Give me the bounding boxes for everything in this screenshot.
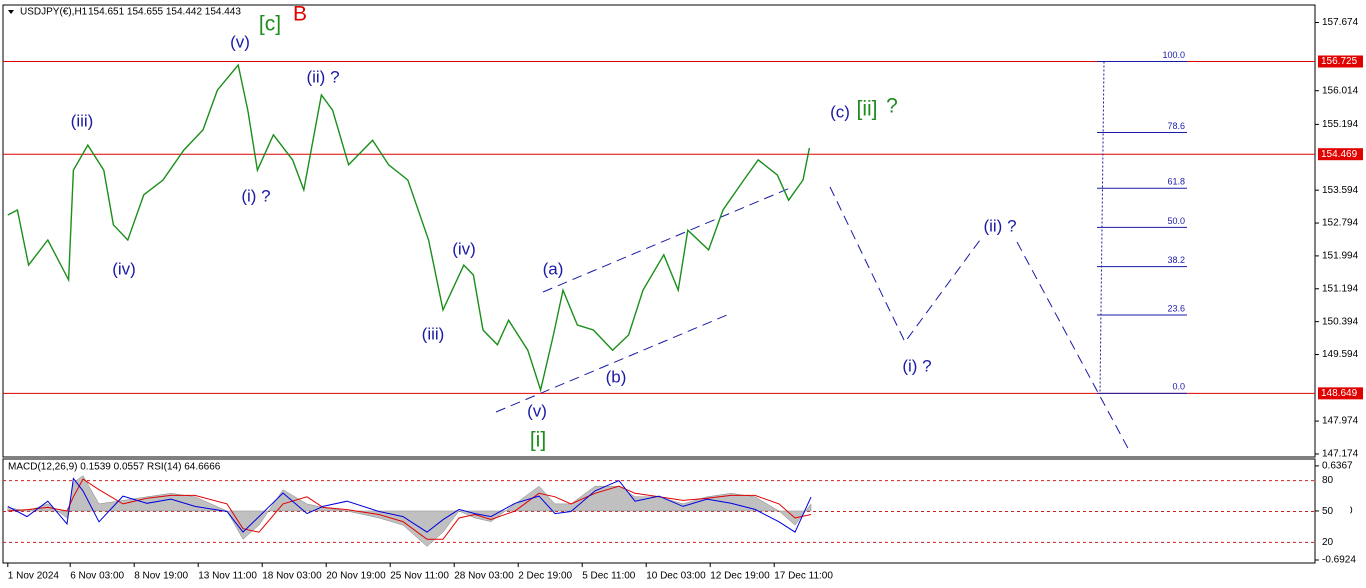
menu-icon[interactable]: [8, 10, 14, 14]
macd-histogram: [7, 475, 812, 547]
fib-label: 23.6: [1167, 303, 1185, 313]
wave-label: B: [293, 3, 307, 26]
y2-tick-label: 0.6367: [1322, 461, 1353, 472]
y-tick-label: 147.974: [1322, 416, 1359, 427]
x-tick-label: 13 Nov 11:00: [198, 571, 257, 582]
level-label: 154.469: [1321, 149, 1358, 160]
y-tick-label: 20: [1322, 537, 1334, 548]
indicator-title: MACD(12,26,9) 0.1539 0.0557 RSI(14) 64.6…: [8, 462, 221, 473]
fib-label: 50.0: [1167, 216, 1185, 226]
main-frame: [2, 4, 1316, 458]
y-tick-label: 80: [1322, 475, 1334, 486]
channel-line: [495, 314, 728, 413]
projection: [1016, 241, 1131, 453]
fib-label: 61.8: [1167, 177, 1185, 187]
wave-label: (c): [830, 102, 850, 121]
wave-label: (v): [527, 401, 547, 420]
x-tick-label: 2 Dec 19:00: [518, 571, 572, 582]
x-tick-label: 10 Dec 03:00: [646, 571, 706, 582]
wave-label: (iv): [112, 259, 136, 278]
x-tick-label: 28 Nov 03:00: [454, 571, 514, 582]
tick-bg: [1320, 474, 1350, 487]
wave-label: [i]: [530, 429, 546, 452]
wave-label: (i) ?: [241, 186, 270, 205]
tick-bg: [1320, 536, 1350, 549]
wave-label: (iv): [452, 239, 476, 258]
wave-label: (a): [543, 259, 564, 278]
wave-label: (iii): [71, 111, 94, 130]
tick-bg: [1320, 505, 1350, 518]
y-tick-label: 151.194: [1322, 283, 1359, 294]
y-tick-label: 150.394: [1322, 316, 1359, 327]
x-tick-label: 1 Nov 2024: [8, 571, 60, 582]
y-tick-label: 152.794: [1322, 218, 1359, 229]
indicator-line: [7, 477, 812, 533]
ohlc: 154.651 154.655 154.442 154.443: [88, 7, 241, 18]
projection: [829, 186, 981, 343]
wave-label: (i) ?: [902, 356, 931, 375]
x-tick-label: 25 Nov 11:00: [390, 571, 449, 582]
y-tick-label: 155.194: [1322, 119, 1359, 130]
x-tick-label: 6 Nov 03:00: [70, 571, 124, 582]
y-tick-label: 50: [1322, 506, 1334, 517]
x-tick-label: 18 Nov 03:00: [262, 571, 322, 582]
channel-line: [542, 187, 791, 293]
fib-label: 78.6: [1167, 121, 1185, 131]
wave-label: (iii): [422, 324, 445, 343]
wave-label: (b): [606, 367, 627, 386]
fib-label: 0.0: [1172, 382, 1185, 392]
level-label: 156.725: [1321, 56, 1358, 67]
fib-label: 100.0: [1162, 50, 1185, 60]
drawings: [495, 186, 1131, 453]
x-tick-label: 12 Dec 19:00: [710, 571, 770, 582]
y-tick-label: 153.594: [1322, 185, 1359, 196]
y-tick-label: 151.994: [1322, 251, 1359, 262]
y2-tick-label: -0.6924: [1322, 555, 1356, 566]
x-tick-label: 8 Nov 19:00: [134, 571, 188, 582]
indicator-line: [7, 478, 812, 540]
y-tick-label: 156.014: [1322, 85, 1359, 96]
x-tick-label: 5 Dec 11:00: [582, 571, 636, 582]
y-tick-label: 157.674: [1322, 17, 1359, 28]
price-line: [7, 63, 811, 393]
y-tick-label: 147.174: [1322, 449, 1359, 460]
level-label: 148.649: [1321, 388, 1358, 399]
wave-label: [c]: [259, 13, 281, 36]
x-tick-label: 17 Dec 11:00: [774, 571, 833, 582]
wave-label: ?: [886, 95, 898, 118]
fib-label: 38.2: [1167, 255, 1185, 265]
wave-label: (ii) ?: [306, 67, 339, 86]
level-badge: [1318, 148, 1363, 161]
x-tick-label: 20 Nov 19:00: [326, 571, 386, 582]
symbol-title: USDJPY(€),H1: [20, 7, 88, 18]
wave-label: (v): [230, 32, 250, 51]
level-badge: [1318, 387, 1363, 400]
y-tick-label: 149.594: [1322, 349, 1359, 360]
wave-label: (ii) ?: [983, 216, 1016, 235]
wave-label: [ii]: [857, 98, 878, 121]
level-badge: [1318, 55, 1363, 68]
